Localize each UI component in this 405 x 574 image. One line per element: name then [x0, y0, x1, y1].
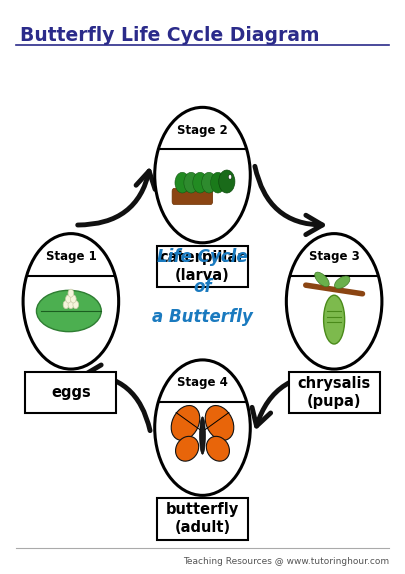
Circle shape — [23, 234, 119, 369]
Circle shape — [202, 172, 216, 193]
FancyArrowPatch shape — [85, 365, 150, 430]
Text: Stage 3: Stage 3 — [309, 250, 360, 263]
Ellipse shape — [175, 436, 199, 461]
FancyBboxPatch shape — [25, 372, 117, 413]
FancyArrowPatch shape — [255, 166, 322, 235]
Circle shape — [193, 172, 207, 193]
Circle shape — [175, 172, 190, 193]
Ellipse shape — [324, 295, 345, 344]
Text: a Butterfly: a Butterfly — [152, 308, 253, 326]
FancyBboxPatch shape — [288, 372, 379, 413]
Circle shape — [184, 172, 198, 193]
Ellipse shape — [335, 276, 350, 289]
Circle shape — [286, 234, 382, 369]
Ellipse shape — [206, 436, 230, 461]
Circle shape — [68, 301, 74, 309]
Circle shape — [219, 170, 235, 193]
Text: caterpillar
(larva): caterpillar (larva) — [160, 250, 245, 283]
Text: of: of — [193, 278, 212, 296]
Text: Stage 4: Stage 4 — [177, 377, 228, 389]
Text: butterfly
(adult): butterfly (adult) — [166, 502, 239, 536]
Circle shape — [63, 301, 69, 309]
Circle shape — [211, 172, 225, 193]
Text: Butterfly Life Cycle Diagram: Butterfly Life Cycle Diagram — [20, 26, 320, 45]
Ellipse shape — [217, 174, 232, 188]
FancyBboxPatch shape — [157, 246, 248, 287]
Circle shape — [68, 289, 74, 297]
Text: Teaching Resources @ www.tutoringhour.com: Teaching Resources @ www.tutoringhour.co… — [183, 557, 389, 566]
Circle shape — [73, 301, 79, 309]
Circle shape — [155, 107, 250, 243]
FancyBboxPatch shape — [172, 188, 213, 204]
Text: eggs: eggs — [51, 385, 91, 400]
Text: Life Cycle: Life Cycle — [157, 248, 248, 266]
Circle shape — [66, 295, 71, 303]
Circle shape — [70, 295, 76, 303]
Ellipse shape — [315, 272, 329, 286]
Text: Stage 2: Stage 2 — [177, 124, 228, 137]
Text: chrysalis
(pupa): chrysalis (pupa) — [298, 376, 371, 409]
Ellipse shape — [171, 405, 200, 440]
FancyArrowPatch shape — [252, 374, 337, 426]
Circle shape — [228, 174, 232, 179]
Ellipse shape — [205, 405, 234, 440]
FancyBboxPatch shape — [157, 498, 248, 540]
Ellipse shape — [200, 417, 205, 454]
Ellipse shape — [36, 290, 101, 332]
Circle shape — [155, 360, 250, 495]
Text: Stage 1: Stage 1 — [45, 250, 96, 263]
FancyArrowPatch shape — [78, 171, 155, 225]
